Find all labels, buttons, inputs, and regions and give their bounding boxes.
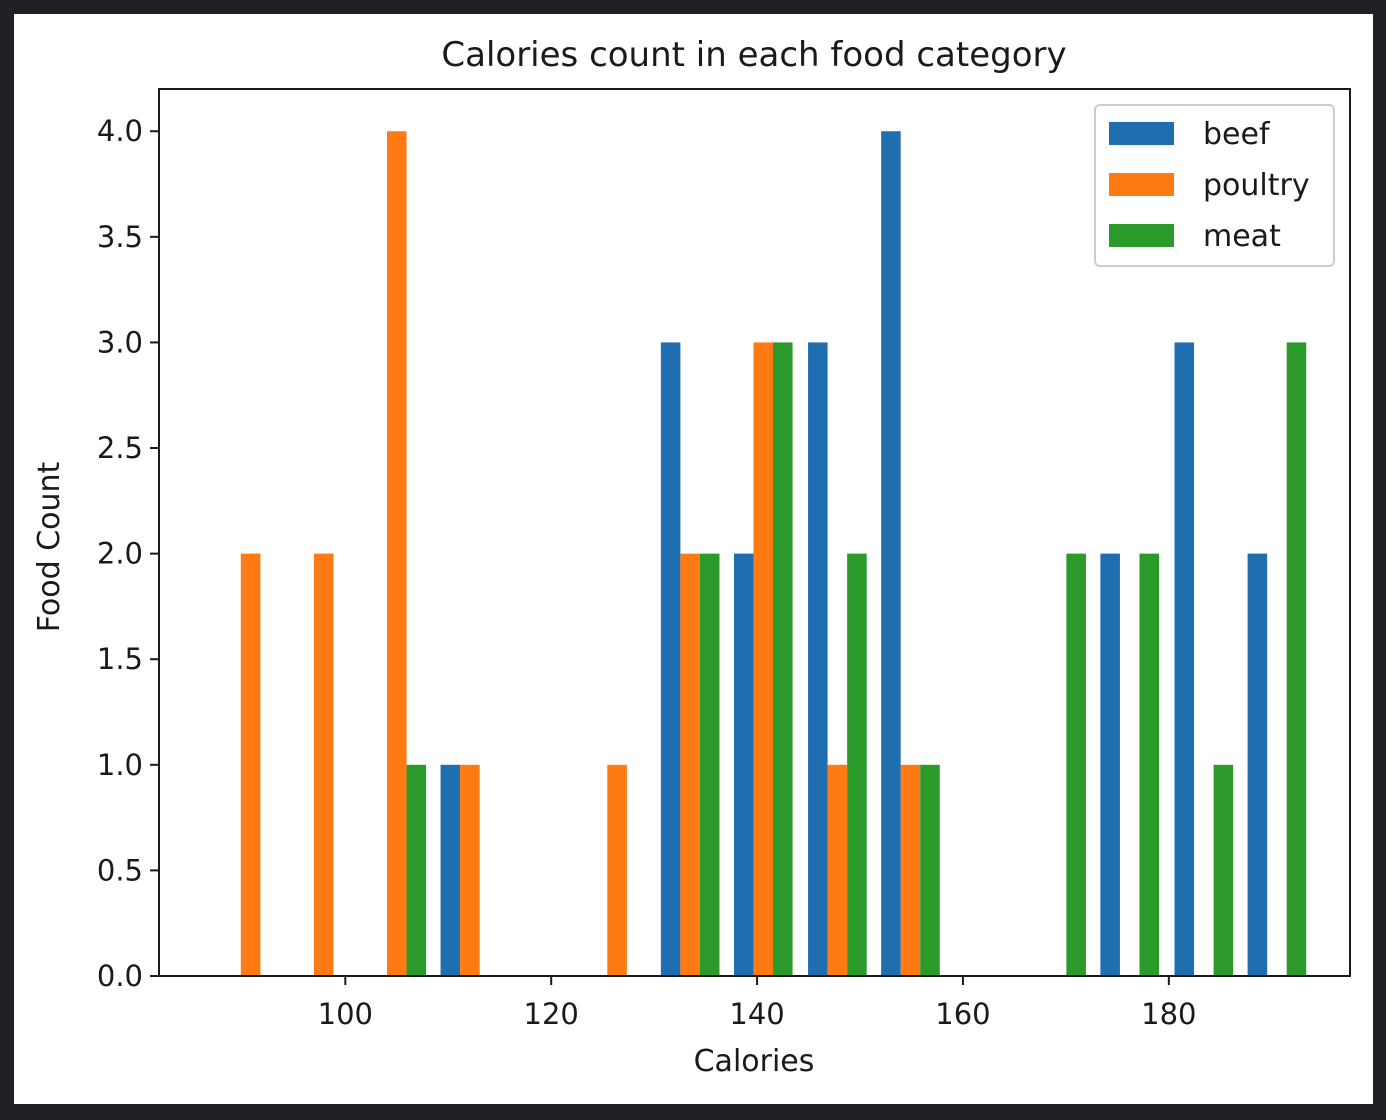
plot-frame [158,88,1351,977]
legend-label-poultry: poultry [1203,168,1310,203]
bar-meat-bin-13 [1213,764,1234,976]
bar-poultry-bin-1 [313,553,334,976]
bar-beef-bin-14 [1247,553,1268,976]
y-tick-label: 0.5 [97,853,143,887]
bar-beef-bin-13 [1174,342,1195,976]
y-axis-label: Food Count [32,461,67,632]
bar-poultry-bin-3 [460,764,480,976]
bar-beef-bin-6 [660,342,681,976]
y-tick-label: 3.0 [97,325,143,359]
legend: beef poultry meat [1094,104,1335,267]
bar-meat-bin-8 [847,553,867,976]
bar-meat-bin-6 [699,553,720,976]
x-tick-label: 120 [524,997,579,1031]
y-tick-label: 0.0 [97,959,143,993]
chart-svg: Calories count in each food category 100… [32,35,1351,1079]
bar-poultry-bin-0 [240,553,261,976]
axes-group: 100 120 140 160 180 0.0 0.5 1.0 1.5 2.0 2.5 3.0 3.5 4… [97,88,1351,1031]
bar-meat-bin-7 [773,342,793,976]
x-axis-label: Calories [694,1044,815,1079]
bar-beef-bin-8 [808,342,828,976]
legend-swatch-poultry [1109,173,1174,196]
bar-beef-bin-3 [440,764,461,976]
bar-poultry-bin-6 [680,553,700,976]
bar-poultry-bin-7 [753,342,774,976]
chart-title: Calories count in each food category [441,35,1066,75]
bar-poultry-bin-5 [607,764,627,976]
y-tick-label: 2.5 [97,431,143,465]
y-tick-label: 4.0 [97,114,143,148]
legend-label-beef: beef [1203,117,1271,152]
bar-beef-bin-7 [733,553,754,976]
bar-beef-bin-12 [1100,553,1120,976]
x-tick-label: 160 [935,997,990,1031]
x-tick-label: 140 [729,997,784,1031]
bar-meat-bin-2 [406,764,427,976]
y-tick-label: 1.5 [97,642,143,676]
y-tick-label: 3.5 [97,220,143,254]
bar-poultry-bin-9 [900,764,921,976]
bar-meat-bin-11 [1066,553,1086,976]
x-tick-label: 180 [1141,997,1196,1031]
bars-group [240,131,1307,976]
legend-label-meat: meat [1203,219,1281,254]
y-tick-label: 1.0 [97,748,143,782]
bar-meat-bin-14 [1286,342,1307,976]
legend-swatch-meat [1109,224,1174,247]
legend-swatch-beef [1109,122,1174,145]
bar-meat-bin-12 [1139,553,1160,976]
bar-beef-bin-9 [881,131,901,976]
chart-figure: Calories count in each food category 100… [14,14,1373,1104]
bar-meat-bin-9 [920,764,940,976]
bar-poultry-bin-8 [827,764,848,976]
y-tick-label: 2.0 [97,537,143,571]
bar-poultry-bin-2 [387,131,407,976]
x-tick-label: 100 [318,997,373,1031]
